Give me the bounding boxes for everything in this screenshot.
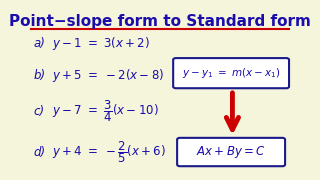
Text: $y + 5 \ = \ -2(x - 8)$: $y + 5 \ = \ -2(x - 8)$ [52, 67, 164, 84]
Text: a): a) [34, 37, 45, 50]
Text: $y + 4 \ = \ -\dfrac{2}{5}(x + 6)$: $y + 4 \ = \ -\dfrac{2}{5}(x + 6)$ [52, 139, 166, 165]
Text: $Ax + By = C$: $Ax + By = C$ [196, 144, 266, 160]
FancyBboxPatch shape [173, 58, 289, 88]
Text: $y - 1 \ = \ 3(x + 2)$: $y - 1 \ = \ 3(x + 2)$ [52, 35, 150, 52]
Text: b): b) [34, 69, 46, 82]
Text: d): d) [34, 145, 46, 159]
Text: Point−slope form to Standard form: Point−slope form to Standard form [9, 14, 311, 29]
Text: c): c) [34, 105, 45, 118]
Text: $y - y_1 \ = \ m(x - x_1)$: $y - y_1 \ = \ m(x - x_1)$ [182, 66, 281, 80]
Text: $y - 7 \ = \ \dfrac{3}{4}(x - 10)$: $y - 7 \ = \ \dfrac{3}{4}(x - 10)$ [52, 98, 159, 124]
FancyBboxPatch shape [177, 138, 285, 166]
